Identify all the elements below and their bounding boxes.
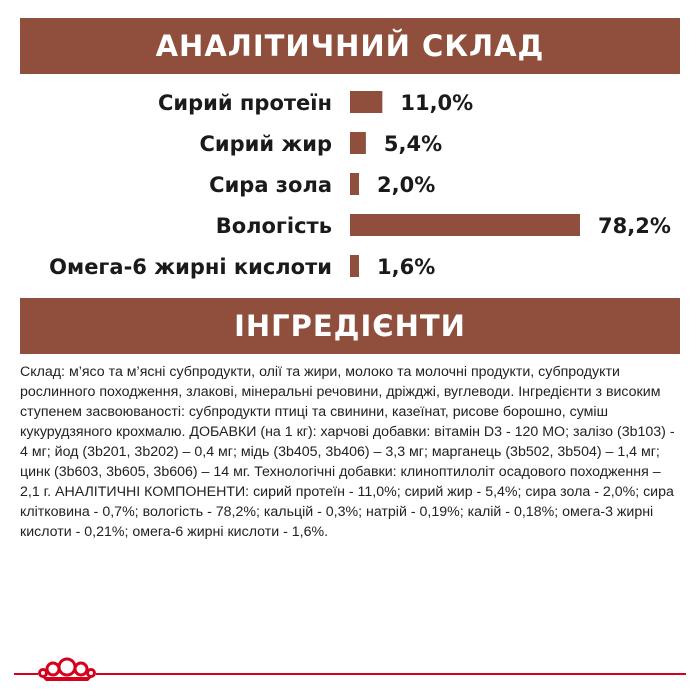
value-label: 78,2%	[598, 214, 671, 238]
analytical-composition-title: АНАЛІТИЧНИЙ СКЛАД	[155, 29, 545, 63]
bar	[350, 214, 580, 236]
royal-canin-crown-icon	[38, 657, 96, 681]
value-label: 11,0%	[400, 91, 473, 115]
value-label: 1,6%	[377, 255, 435, 279]
ingredients-text: Склад: м’ясо та м’ясні субпродукти, олії…	[20, 364, 675, 540]
analytical-composition-header: АНАЛІТИЧНИЙ СКЛАД	[20, 18, 680, 74]
bar	[350, 173, 359, 195]
category-label: Вологість	[216, 214, 332, 238]
category-label: Омега-6 жирні кислоти	[49, 255, 332, 279]
bar	[350, 91, 383, 113]
ingredients-title: ІНГРЕДІЄНТИ	[234, 309, 466, 343]
category-label: Сирий жир	[199, 132, 332, 156]
bar	[350, 132, 366, 154]
bar	[350, 255, 359, 277]
footer-divider	[96, 673, 686, 675]
nutrient-bar-chart: Сирий протеїн 11,0% Сирий жир 5,4% Сира зола…	[49, 91, 671, 279]
value-label: 2,0%	[377, 173, 435, 197]
ingredients-header: ІНГРЕДІЄНТИ	[20, 298, 680, 354]
category-label: Сирий протеїн	[158, 91, 332, 115]
value-label: 5,4%	[384, 132, 442, 156]
category-label: Сира зола	[209, 173, 332, 197]
footer-divider-left	[14, 673, 38, 675]
